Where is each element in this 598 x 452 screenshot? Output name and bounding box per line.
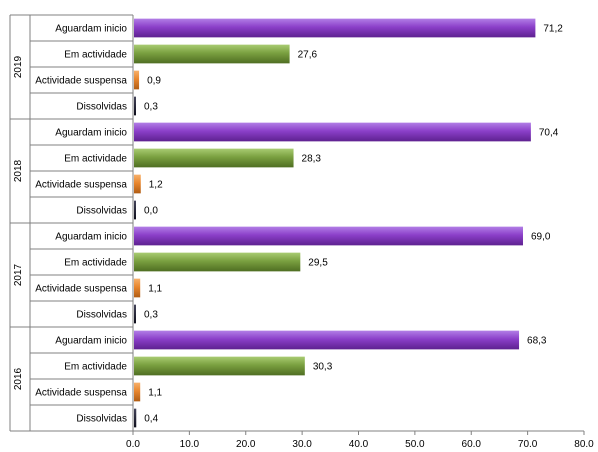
data-label: 1,1 (148, 388, 162, 399)
x-axis: 0.0 10.0 20.0 30.0 40.0 50.0 60.0 70.0 80.0 (126, 430, 594, 450)
x-tick-label: 50.0 (405, 439, 425, 450)
category-label: Em actividade (64, 154, 127, 165)
category-label: Em actividade (64, 362, 127, 373)
data-label: 1,2 (149, 180, 163, 191)
data-label: 71,2 (543, 24, 563, 35)
data-label: 69,0 (531, 232, 551, 243)
data-label: 30,3 (313, 362, 333, 373)
data-label: 70,4 (539, 128, 559, 139)
bar (134, 252, 301, 272)
category-label: Actividade suspensa (35, 180, 127, 191)
bar (134, 96, 136, 116)
x-tick-label: 60.0 (462, 439, 482, 450)
x-tick-label: 20.0 (236, 439, 256, 450)
data-label: 28,3 (302, 154, 322, 165)
bar (134, 304, 136, 324)
bar (134, 44, 290, 64)
bar (134, 226, 523, 246)
data-label: 0,3 (144, 310, 158, 321)
data-label: 1,1 (148, 284, 162, 295)
x-tick-label: 10.0 (180, 439, 200, 450)
chart-frame (9, 14, 134, 432)
category-label: Aguardam inicio (55, 24, 127, 35)
data-label: 68,3 (527, 336, 547, 347)
category-label: Actividade suspensa (35, 388, 127, 399)
bar (134, 278, 141, 298)
bar (134, 122, 531, 142)
category-label: Dissolvidas (76, 310, 127, 321)
category-label: Aguardam inicio (55, 128, 127, 139)
data-label: 0,0 (144, 206, 158, 217)
chart-labels: 2019 Aguardam inicio 71,2 Em actividade 27,6… (13, 24, 563, 425)
category-label: Actividade suspensa (35, 76, 127, 87)
category-label: Dissolvidas (76, 206, 127, 217)
data-label: 27,6 (298, 50, 318, 61)
year-label: 2019 (13, 55, 24, 78)
data-label: 0,4 (144, 414, 158, 425)
bar (134, 330, 520, 350)
x-tick-label: 0.0 (126, 439, 140, 450)
year-label: 2017 (13, 263, 24, 286)
bar (134, 408, 137, 428)
category-label: Em actividade (64, 258, 127, 269)
data-label: 0,9 (147, 76, 161, 87)
category-label: Actividade suspensa (35, 284, 127, 295)
chart-bars (134, 18, 536, 428)
category-label: Em actividade (64, 50, 127, 61)
bar (134, 200, 136, 220)
year-label: 2016 (13, 367, 24, 390)
data-label: 29,5 (308, 258, 328, 269)
bar (134, 18, 536, 38)
category-label: Dissolvidas (76, 414, 127, 425)
x-tick-label: 80.0 (574, 439, 594, 450)
category-label: Dissolvidas (76, 102, 127, 113)
category-label: Aguardam inicio (55, 336, 127, 347)
x-tick-label: 70.0 (518, 439, 538, 450)
bar (134, 356, 305, 376)
bar (134, 148, 294, 168)
category-label: Aguardam inicio (55, 232, 127, 243)
bar (134, 382, 141, 402)
data-label: 0,3 (144, 102, 158, 113)
x-tick-label: 30.0 (292, 439, 312, 450)
year-label: 2018 (13, 159, 24, 182)
bar (134, 70, 140, 90)
bar (134, 174, 141, 194)
x-tick-label: 40.0 (349, 439, 369, 450)
